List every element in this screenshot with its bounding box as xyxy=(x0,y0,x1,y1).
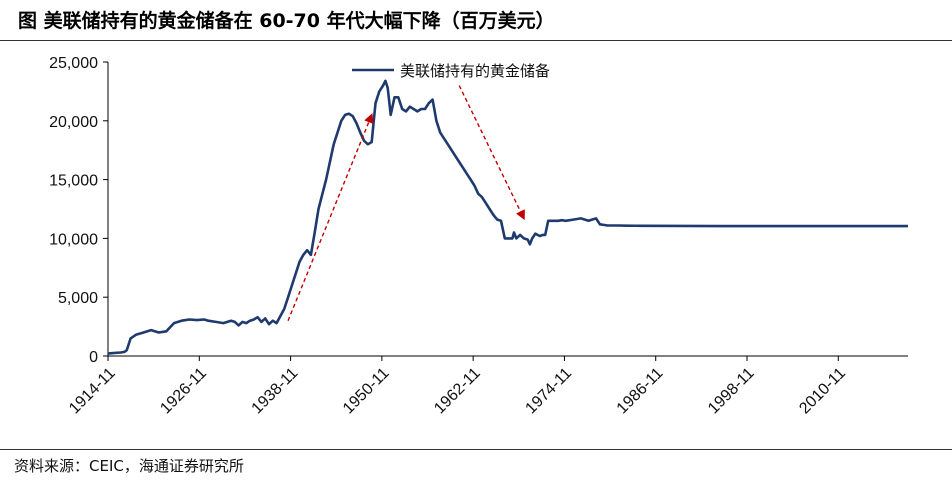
y-tick-label: 5,000 xyxy=(58,290,98,307)
x-tick-label: 1914-11 xyxy=(66,365,119,418)
x-tick-label: 1986-11 xyxy=(614,365,667,418)
y-tick-label: 25,000 xyxy=(49,55,98,72)
x-tick-label: 2010-11 xyxy=(796,365,849,418)
trend-arrow xyxy=(287,113,374,321)
x-tick-label: 1998-11 xyxy=(705,365,758,418)
legend-label: 美联储持有的黄金储备 xyxy=(400,62,550,80)
series-line xyxy=(107,79,908,355)
title-bar xyxy=(0,0,952,41)
line-chart: 0 5,000 10,000 15,000 20,000 25,000 1914-11 192… xyxy=(49,55,908,418)
y-tick-label: 10,000 xyxy=(49,231,98,248)
y-tick-label: 0 xyxy=(89,349,98,366)
x-tick-label: 1938-11 xyxy=(249,365,302,418)
x-tick-label: 1974-11 xyxy=(522,365,575,418)
source-divider xyxy=(0,449,952,450)
x-tick-label: 1926-11 xyxy=(157,365,210,418)
y-tick-label: 20,000 xyxy=(49,114,98,131)
x-tick-label: 1950-11 xyxy=(340,365,393,418)
source-note: 资料来源：CEIC，海通证券研究所 xyxy=(14,457,244,475)
trend-arrow xyxy=(458,85,525,221)
page-title: 图 美联储持有的黄金储备在 60-70 年代大幅下降（百万美元） xyxy=(18,10,555,32)
x-tick-label: 1962-11 xyxy=(431,365,484,418)
y-tick-label: 15,000 xyxy=(49,173,98,190)
